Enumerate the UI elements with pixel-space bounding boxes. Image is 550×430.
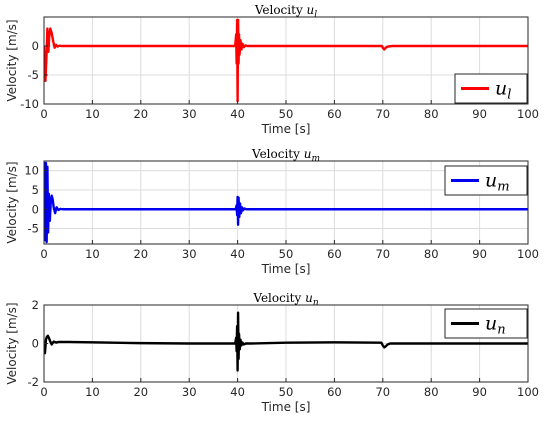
x-tick-label: 80 [424,247,439,261]
x-tick-label: 30 [182,247,197,261]
x-tick-label: 30 [182,107,197,121]
chart-title: Velocity un [252,291,318,308]
y-tick-label: -5 [28,68,39,82]
x-tick-label: 70 [375,385,390,399]
y-tick-label: 2 [32,298,39,312]
x-tick-label: 0 [40,247,47,261]
x-axis-label: Time [s] [261,122,311,136]
x-tick-label: 80 [424,385,439,399]
x-tick-label: 0 [40,385,47,399]
x-tick-label: 50 [279,385,294,399]
x-axis-label: Time [s] [261,400,311,414]
series-line-m [44,161,528,244]
x-tick-label: 20 [133,385,148,399]
x-tick-label: 40 [230,247,245,261]
x-tick-label: 0 [40,107,47,121]
x-tick-label: 60 [327,385,342,399]
x-tick-label: 40 [230,107,245,121]
x-tick-label: 20 [133,107,148,121]
legend: un [444,308,528,339]
x-tick-label: 20 [133,247,148,261]
x-tick-label: 100 [517,107,539,121]
legend-label: um [485,170,510,195]
x-tick-label: 60 [327,107,342,121]
y-tick-label: -2 [28,375,39,389]
y-tick-label: 0 [32,202,39,216]
x-tick-label: 10 [85,107,100,121]
y-axis-label: Velocity [m/s] [5,19,19,101]
y-tick-label: 5 [32,183,39,197]
y-tick-label: -10 [20,97,39,111]
x-axis-label: Time [s] [261,262,311,276]
x-tick-label: 80 [424,107,439,121]
legend-label: un [485,313,506,338]
subplot-1: 0 10 20 30 40 50 60 70 80 90 100 -10 -5 0 Time [s] Velo… [5,3,539,136]
y-tick-label: -5 [28,222,39,236]
x-tick-label: 90 [472,107,487,121]
x-tick-label: 90 [472,385,487,399]
y-axis-label: Velocity [m/s] [5,302,19,384]
x-tick-label: 10 [85,247,100,261]
x-tick-label: 100 [517,385,539,399]
chart-title: Velocity um [251,147,320,164]
y-axis-label: Velocity [m/s] [5,161,19,243]
x-tick-label: 30 [182,385,197,399]
x-tick-label: 70 [375,247,390,261]
legend: um [444,165,528,196]
x-tick-label: 40 [230,385,245,399]
legend: ul [454,73,528,104]
x-tick-label: 70 [375,107,390,121]
y-tick-label: 0 [32,337,39,351]
x-tick-label: 100 [517,247,539,261]
legend-box [444,308,528,339]
x-tick-label: 90 [472,247,487,261]
y-tick-label: 0 [32,39,39,53]
legend-label: ul [495,78,511,103]
chart-title: Velocity ul [254,3,317,20]
x-tick-label: 50 [279,247,294,261]
x-tick-label: 10 [85,385,100,399]
y-tick-label: 10 [24,164,39,178]
x-tick-label: 60 [327,247,342,261]
x-tick-label: 50 [279,107,294,121]
series-line-n [44,311,528,372]
